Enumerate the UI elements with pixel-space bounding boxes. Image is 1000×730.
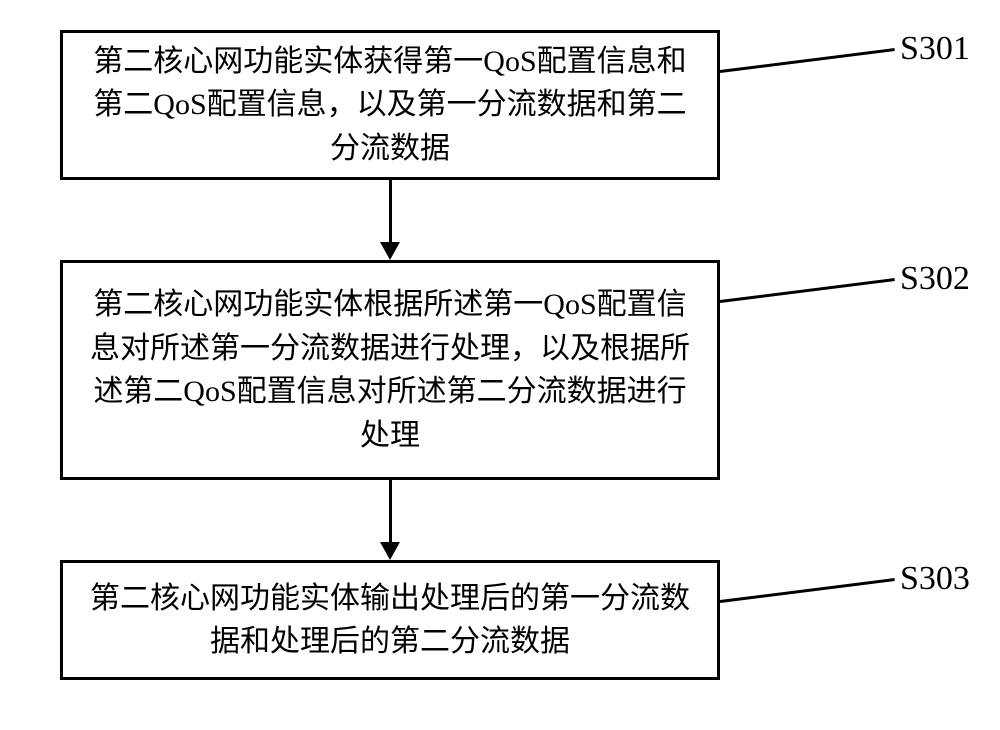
- step-label-2: S302: [900, 260, 970, 298]
- leader-line-3: [720, 578, 895, 603]
- step-label-3: S303: [900, 560, 970, 598]
- arrow-2-head: [380, 542, 400, 560]
- flow-node-2-text: 第二核心网功能实体根据所述第一QoS配置信息对所述第一分流数据进行处理，以及根据…: [83, 283, 697, 457]
- flow-node-2: 第二核心网功能实体根据所述第一QoS配置信息对所述第一分流数据进行处理，以及根据…: [60, 260, 720, 480]
- arrow-2-shaft: [389, 480, 392, 542]
- leader-line-2: [720, 278, 895, 303]
- arrow-1-shaft: [389, 180, 392, 242]
- flow-node-3-text: 第二核心网功能实体输出处理后的第一分流数据和处理后的第二分流数据: [83, 577, 697, 664]
- leader-line-1: [720, 48, 895, 73]
- flowchart-canvas: 第二核心网功能实体获得第一QoS配置信息和第二QoS配置信息，以及第一分流数据和…: [0, 0, 1000, 730]
- flow-node-1-text: 第二核心网功能实体获得第一QoS配置信息和第二QoS配置信息，以及第一分流数据和…: [83, 40, 697, 171]
- flow-node-3: 第二核心网功能实体输出处理后的第一分流数据和处理后的第二分流数据: [60, 560, 720, 680]
- step-label-1: S301: [900, 30, 970, 68]
- arrow-1-head: [380, 242, 400, 260]
- flow-node-1: 第二核心网功能实体获得第一QoS配置信息和第二QoS配置信息，以及第一分流数据和…: [60, 30, 720, 180]
